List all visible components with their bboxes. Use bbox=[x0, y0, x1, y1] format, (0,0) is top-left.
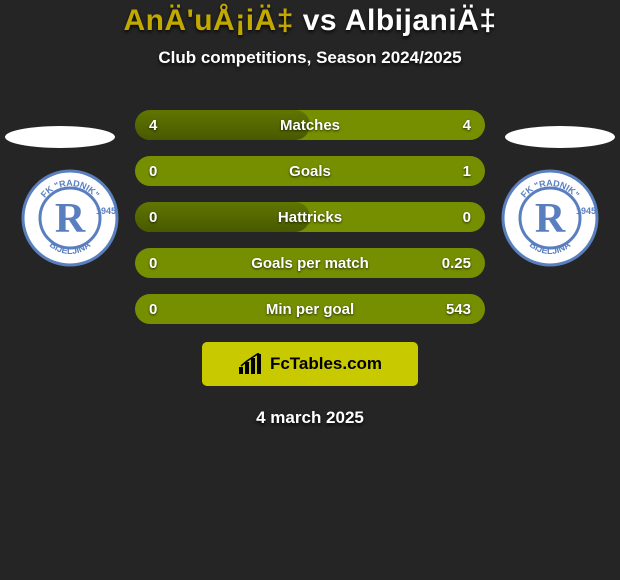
decorative-ellipse-right bbox=[505, 126, 615, 148]
stat-row: 0Goals1 bbox=[135, 156, 485, 186]
bars-icon bbox=[238, 353, 264, 375]
title-right-player: AlbijaniÄ‡ bbox=[345, 4, 497, 37]
site-badge-text: FcTables.com bbox=[270, 354, 382, 374]
stat-label: Goals bbox=[135, 163, 485, 180]
svg-text:1945: 1945 bbox=[96, 206, 116, 216]
title-vs: vs bbox=[294, 4, 345, 37]
stats-container: 4Matches40Goals10Hattricks00Goals per ma… bbox=[135, 110, 485, 324]
club-badge-left: FK "RADNIK" BIJELJINA 1945 R bbox=[20, 168, 120, 268]
stat-label: Hattricks bbox=[135, 209, 485, 226]
club-badge-right: FK "RADNIK" BIJELJINA 1945 R bbox=[500, 168, 600, 268]
stat-row: 4Matches4 bbox=[135, 110, 485, 140]
svg-text:R: R bbox=[55, 196, 86, 242]
stat-label: Matches bbox=[135, 117, 485, 134]
stat-right-value: 1 bbox=[463, 163, 471, 180]
svg-text:R: R bbox=[535, 196, 566, 242]
comparison-infographic: AnÄ'uÅ¡iÄ‡ vs AlbijaniÄ‡ Club competitio… bbox=[0, 0, 620, 580]
stat-row: 0Goals per match0.25 bbox=[135, 248, 485, 278]
stat-right-value: 0 bbox=[463, 209, 471, 226]
subtitle: Club competitions, Season 2024/2025 bbox=[0, 48, 620, 68]
stat-right-value: 4 bbox=[463, 117, 471, 134]
stat-right-value: 543 bbox=[446, 301, 471, 318]
site-badge: FcTables.com bbox=[202, 342, 418, 386]
title-left-player: AnÄ'uÅ¡iÄ‡ bbox=[123, 4, 293, 37]
page-title: AnÄ'uÅ¡iÄ‡ vs AlbijaniÄ‡ bbox=[0, 4, 620, 38]
date-text: 4 march 2025 bbox=[0, 408, 620, 428]
stat-right-value: 0.25 bbox=[442, 255, 471, 272]
svg-text:1945: 1945 bbox=[576, 206, 596, 216]
stat-label: Goals per match bbox=[135, 255, 485, 272]
stat-row: 0Min per goal543 bbox=[135, 294, 485, 324]
stat-row: 0Hattricks0 bbox=[135, 202, 485, 232]
stat-label: Min per goal bbox=[135, 301, 485, 318]
decorative-ellipse-left bbox=[5, 126, 115, 148]
